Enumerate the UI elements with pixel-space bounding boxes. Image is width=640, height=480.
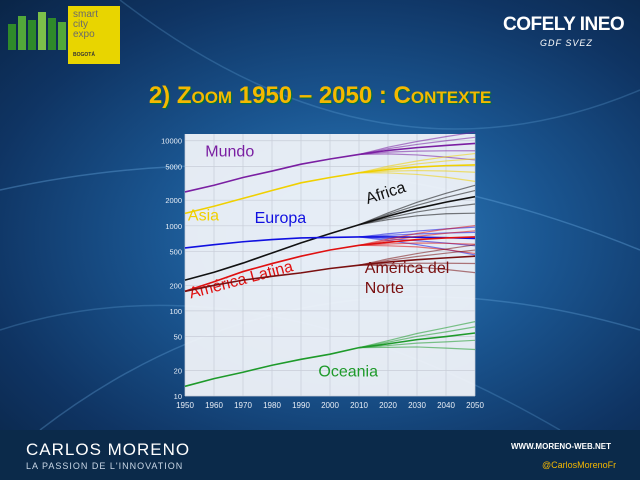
series-projection-am-rica-del-norte xyxy=(358,264,476,274)
logo-text-1: smart xyxy=(73,9,98,20)
series-projection-am-rica-latina xyxy=(358,242,476,246)
y-tick-label: 2000 xyxy=(165,196,182,205)
x-tick-label: 2000 xyxy=(321,401,339,410)
author-tagline: LA PASSION DE L'INNOVATION xyxy=(26,461,184,471)
y-tick-label: 1000 xyxy=(165,222,182,231)
series-line-africa xyxy=(184,195,476,281)
series-line-am-rica-latina xyxy=(184,236,476,293)
series-projection-asia xyxy=(358,169,476,174)
series-label-asia: Asia xyxy=(188,208,219,225)
footer-bar xyxy=(0,430,640,480)
x-tick-label: 2050 xyxy=(466,401,484,410)
x-tick-label: 2030 xyxy=(408,401,426,410)
y-tick-label: 10000 xyxy=(161,137,182,146)
logo-text-3: expo xyxy=(73,29,95,40)
y-tick-label: 200 xyxy=(169,281,182,290)
series-label-am-rica-del-norte: América del xyxy=(365,260,449,277)
slide-title: 2) Zoom 1950 – 2050 : Contexte xyxy=(148,82,492,109)
population-chart: 1950 1960 1970 1980 1990 2000 2010 2020 2030 2040… xyxy=(161,131,484,410)
x-tick-label: 2010 xyxy=(350,401,368,410)
series-label-mundo: Mundo xyxy=(205,144,254,161)
website-link[interactable]: WWW.MORENO-WEB.NET xyxy=(511,442,611,451)
brand-sub-logo: GDF SVEZ xyxy=(540,38,593,48)
smart-city-logo-graphic xyxy=(8,12,66,50)
series-projection-mundo xyxy=(358,136,476,156)
series-projection-africa xyxy=(358,189,476,226)
author-name: CARLOS MORENO xyxy=(26,440,191,459)
x-tick-label: 2020 xyxy=(379,401,397,410)
x-tick-label: 1980 xyxy=(263,401,281,410)
series-projection-am-rica-latina xyxy=(358,224,476,246)
series-projection-oceania xyxy=(358,346,476,351)
series-line-mundo xyxy=(184,142,476,193)
series-projection-africa xyxy=(358,212,476,226)
logo-text-2: city xyxy=(73,19,88,30)
series-projection-am-rica-latina xyxy=(358,244,476,255)
series-projection-am-rica-del-norte xyxy=(358,262,476,266)
y-tick-label: 5000 xyxy=(165,162,182,171)
series-label-oceania: Oceania xyxy=(318,363,378,380)
y-tick-label: 50 xyxy=(174,333,182,342)
smart-city-expo-logo: smart city expo BOGOTÁ xyxy=(68,6,120,64)
series-projection-oceania xyxy=(358,339,476,349)
series-projection-africa xyxy=(358,203,476,226)
series-projection-asia xyxy=(358,152,476,174)
series-line-am-rica-del-norte xyxy=(184,255,476,293)
series-label-europa: Europa xyxy=(255,210,307,227)
x-tick-label: 2040 xyxy=(437,401,455,410)
twitter-handle[interactable]: @CarlosMorenoFr xyxy=(542,460,617,470)
series-projection-am-rica-latina xyxy=(358,230,476,246)
series-projection-africa xyxy=(358,184,476,226)
series-projection-asia xyxy=(358,172,476,182)
x-tick-label: 1990 xyxy=(292,401,310,410)
series-projection-am-rica-del-norte xyxy=(358,244,476,266)
x-tick-label: 1960 xyxy=(205,401,223,410)
series-projection-asia xyxy=(358,158,476,174)
series-line-oceania xyxy=(184,332,476,388)
y-tick-label: 10 xyxy=(174,392,182,401)
y-tick-label: 500 xyxy=(169,247,182,256)
series-projection-oceania xyxy=(358,326,476,349)
series-projection-am-rica-del-norte xyxy=(358,249,476,266)
y-tick-label: 20 xyxy=(174,366,182,375)
y-tick-label: 100 xyxy=(169,307,182,316)
series-label-am-rica-del-norte: Norte xyxy=(365,280,404,297)
x-tick-label: 1970 xyxy=(234,401,252,410)
x-tick-label: 1950 xyxy=(176,401,194,410)
series-line-asia xyxy=(184,164,476,215)
series-projection-mundo xyxy=(358,131,476,156)
series-projection-oceania xyxy=(358,321,476,349)
series-projection-mundo xyxy=(358,150,476,156)
series-projection-mundo xyxy=(358,153,476,161)
brand-logo: COFELY INEO xyxy=(503,14,625,35)
series-line-europa xyxy=(184,236,476,249)
logo-city: BOGOTÁ xyxy=(73,52,95,58)
